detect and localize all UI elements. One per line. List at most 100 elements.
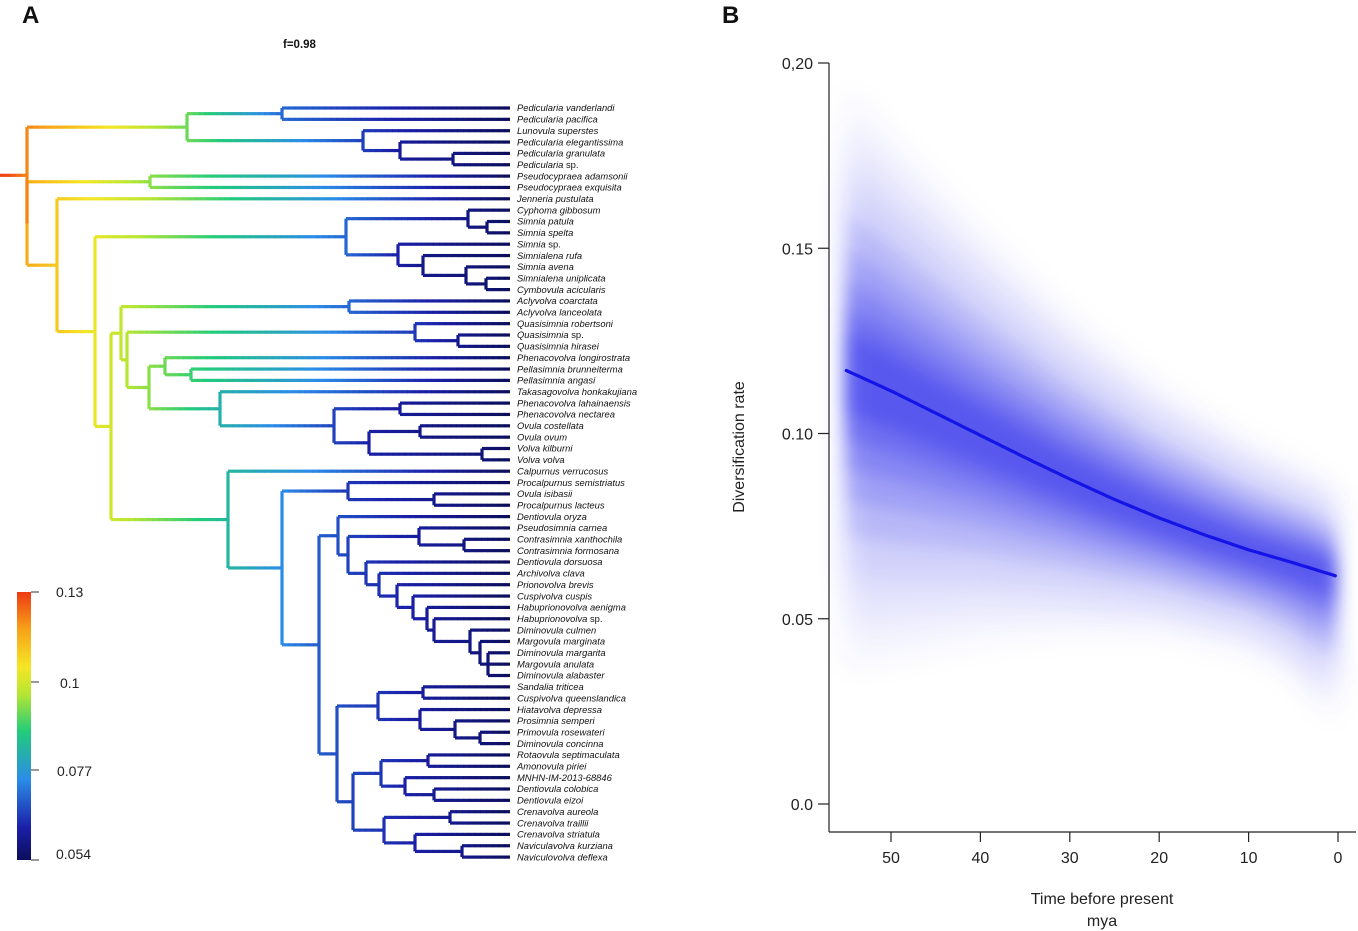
tip-name: Simnialena uniplicata [517, 272, 606, 283]
f-value-label: f=0.98 [283, 39, 317, 51]
tip-label: Margovula anulata [517, 658, 594, 669]
tip-name: Phenacovolva nectarea [517, 409, 615, 420]
tip-name-suffix: sp. [587, 613, 602, 624]
tip-name: Archivolva clava [516, 568, 585, 579]
tip-label: Diminovula culmen [517, 624, 596, 635]
x-tick-label: 30 [1061, 850, 1079, 867]
tip-label: Pedicularia granulata [517, 148, 605, 159]
tip-label: MNHN-IM-2013-68846 [517, 772, 613, 783]
x-axis-unit: mya [1087, 913, 1117, 930]
tip-name: Pseudocypraea exquisita [517, 182, 622, 193]
phylogeny-branches [0, 106, 510, 859]
tip-label: Aclyvolva lanceolata [516, 307, 602, 318]
tip-name: Habuprionovolva aenigma [517, 602, 626, 613]
tip-name: Habuprionovolva [517, 613, 587, 624]
tip-label: Naviculavolva kurziana [517, 840, 613, 851]
tip-label: Crenavolva aureola [517, 806, 598, 817]
tip-label: Procalpurnus semistriatus [517, 477, 625, 488]
panel-b-letter: B [722, 2, 739, 29]
tip-label: Archivolva clava [516, 568, 585, 579]
tip-name: Simnia [517, 238, 546, 249]
tip-name: Simnia avena [517, 261, 574, 272]
tip-name: Dentiovula eizoi [517, 795, 584, 806]
tip-label: Pseudocypraea exquisita [517, 182, 622, 193]
y-axis-title: Diversification rate [731, 381, 748, 513]
y-tick-label: 0,20 [782, 56, 813, 73]
tip-name: Phenacovolva lahainaensis [517, 397, 631, 408]
tip-label: Dentiovula eizoi [517, 795, 584, 806]
tip-label: Contrasimnia xanthochila [517, 534, 622, 545]
panel-a-letter: A [22, 2, 39, 29]
tip-name: Pseudocypraea adamsonii [517, 170, 628, 181]
tip-label: Phenacovolva nectarea [517, 409, 615, 420]
tip-label: Ovula isibasii [517, 488, 573, 499]
tip-name: Jenneria pustulata [516, 193, 594, 204]
tip-label: Prosimnia semperi [517, 715, 596, 726]
tip-name: Contrasimnia formosana [517, 545, 619, 556]
colorbar-label-high: 0.1 [60, 675, 80, 691]
tip-name: Procalpurnus lacteus [517, 499, 605, 510]
tip-label: Habuprionovolva aenigma [517, 602, 626, 613]
tip-name: Calpurnus verrucosus [517, 465, 608, 476]
tip-label: Pedicularia vanderlandi [517, 102, 615, 113]
y-axis-ticks: 0.0 0.05 0.10 0.15 0,20 [782, 56, 829, 814]
tip-name: Phenacovolva longirostrata [517, 352, 630, 363]
tip-name: Pedicularia elegantissima [517, 136, 623, 147]
tip-name: Crenavolva aureola [517, 806, 598, 817]
tip-name: Crenavolva traillii [517, 817, 589, 828]
tip-name: Aclyvolva coarctata [516, 295, 598, 306]
tip-label: Simnia patula [517, 216, 574, 227]
tip-name: Sandalia triticea [517, 681, 584, 692]
tip-name: Volva volva [517, 454, 565, 465]
tip-label: Quasisimnia hirasei [517, 341, 600, 352]
mean-rate-line [844, 368, 1337, 578]
tip-label: Lunovula superstes [517, 125, 599, 136]
tip-label: Diminovula alabaster [517, 670, 605, 681]
tip-label: Amonovula piriei [516, 761, 587, 772]
tip-name: Diminovula alabaster [517, 670, 605, 681]
colorbar-label-low: 0.077 [57, 763, 92, 779]
tip-label: Diminovula margarita [517, 647, 606, 658]
panel-a: A f=0.98 Pedicularia vanderlandi Pedicula… [0, 2, 637, 862]
tip-label: Hiatavolva depressa [517, 704, 602, 715]
x-tick-label: 20 [1150, 850, 1168, 867]
y-tick-label: 0.10 [782, 427, 813, 444]
tip-name: Cyphoma gibbosum [517, 204, 601, 215]
tip-label: Calpurnus verrucosus [517, 465, 608, 476]
tip-name: Quasisimnia robertsoni [517, 318, 614, 329]
tip-name: Pedicularia [517, 159, 563, 170]
x-tick-label: 40 [972, 850, 990, 867]
tip-label: Pseudosimnia carnea [517, 522, 607, 533]
tip-label: Quasisimnia sp. [517, 329, 584, 340]
x-tick-label: 50 [882, 850, 900, 867]
tip-name: Pellasimnia brunneiterma [517, 363, 623, 374]
tip-name: Quasisimnia [517, 329, 569, 340]
tip-label: Phenacovolva longirostrata [517, 352, 630, 363]
tip-label: Volva kilburni [517, 443, 573, 454]
tip-name: Naviculavolva kurziana [517, 840, 613, 851]
tip-name: Pedicularia vanderlandi [517, 102, 615, 113]
tip-name: Diminovula concinna [517, 738, 604, 749]
tip-name: MNHN-IM-2013-68846 [517, 772, 613, 783]
tip-label: Procalpurnus lacteus [517, 499, 605, 510]
x-axis-ticks: 50 40 30 20 10 0 [882, 832, 1343, 867]
tip-name-suffix: sp. [546, 238, 561, 249]
x-axis-title: Time before present [1031, 891, 1174, 908]
tip-label: Cuspivolva cuspis [517, 590, 592, 601]
posterior-band-layer [846, 331, 1336, 597]
tip-name: Cuspivolva cuspis [517, 590, 592, 601]
tip-label: Dentiovula oryza [517, 511, 587, 522]
tip-label: Ovula ovum [517, 431, 567, 442]
tip-name: Amonovula piriei [516, 761, 587, 772]
tip-label: Margovula marginata [517, 636, 605, 647]
tip-name: Dentiovula dorsuosa [517, 556, 602, 567]
tip-label: Naviculovolva deflexa [517, 851, 608, 862]
color-scale-bar: 0.13 0.1 0.077 0.054 [17, 584, 92, 862]
tip-label: Prionovolva brevis [517, 579, 594, 590]
tip-name: Pedicularia granulata [517, 148, 605, 159]
tip-label: Primovula rosewateri [517, 726, 605, 737]
tip-name: Diminovula culmen [517, 624, 596, 635]
y-tick-label: 0.05 [782, 612, 813, 629]
